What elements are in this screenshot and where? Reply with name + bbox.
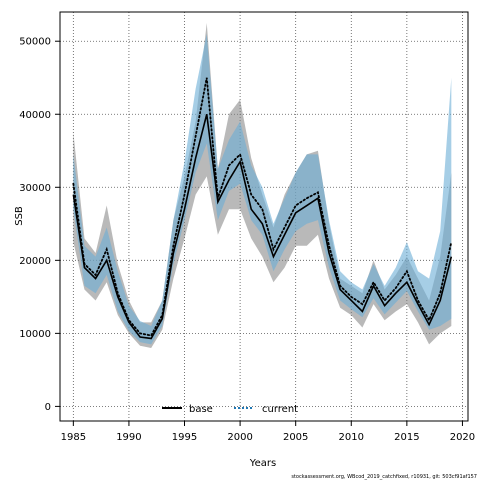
y-tick-label: 10000 — [19, 329, 51, 340]
x-tick-label: 1985 — [61, 432, 86, 443]
y-tick-label: 20000 — [19, 256, 51, 267]
legend: base current — [162, 404, 298, 415]
line-current — [72, 77, 453, 337]
axis-ticks: 1985 1990 1995 2000 2005 2010 2015 2020 0 10000 20… — [19, 37, 475, 443]
x-tick-label: 1995 — [172, 432, 197, 443]
y-tick-label: 0 — [45, 402, 51, 413]
x-tick-label: 2000 — [227, 432, 252, 443]
legend-label-current: current — [262, 404, 298, 415]
x-tick-label: 2010 — [339, 432, 364, 443]
y-tick-label: 30000 — [19, 183, 51, 194]
series-lines — [72, 77, 453, 340]
x-tick-label: 2015 — [394, 432, 419, 443]
band-current — [73, 33, 452, 345]
x-axis-label: Years — [249, 458, 276, 469]
y-tick-label: 40000 — [19, 110, 51, 121]
plot-frame — [59, 11, 469, 422]
x-tick-label: 1990 — [116, 432, 141, 443]
y-axis-label: SSB — [14, 206, 25, 226]
line-base — [72, 114, 453, 340]
legend-label-base: base — [189, 404, 213, 415]
x-tick-label: 2005 — [283, 432, 308, 443]
confidence-bands — [73, 22, 452, 348]
y-tick-label: 50000 — [19, 37, 51, 48]
x-tick-label: 2020 — [450, 432, 475, 443]
footer-caption: stockassessment.org, WBcod_2019_catchfix… — [291, 474, 477, 480]
